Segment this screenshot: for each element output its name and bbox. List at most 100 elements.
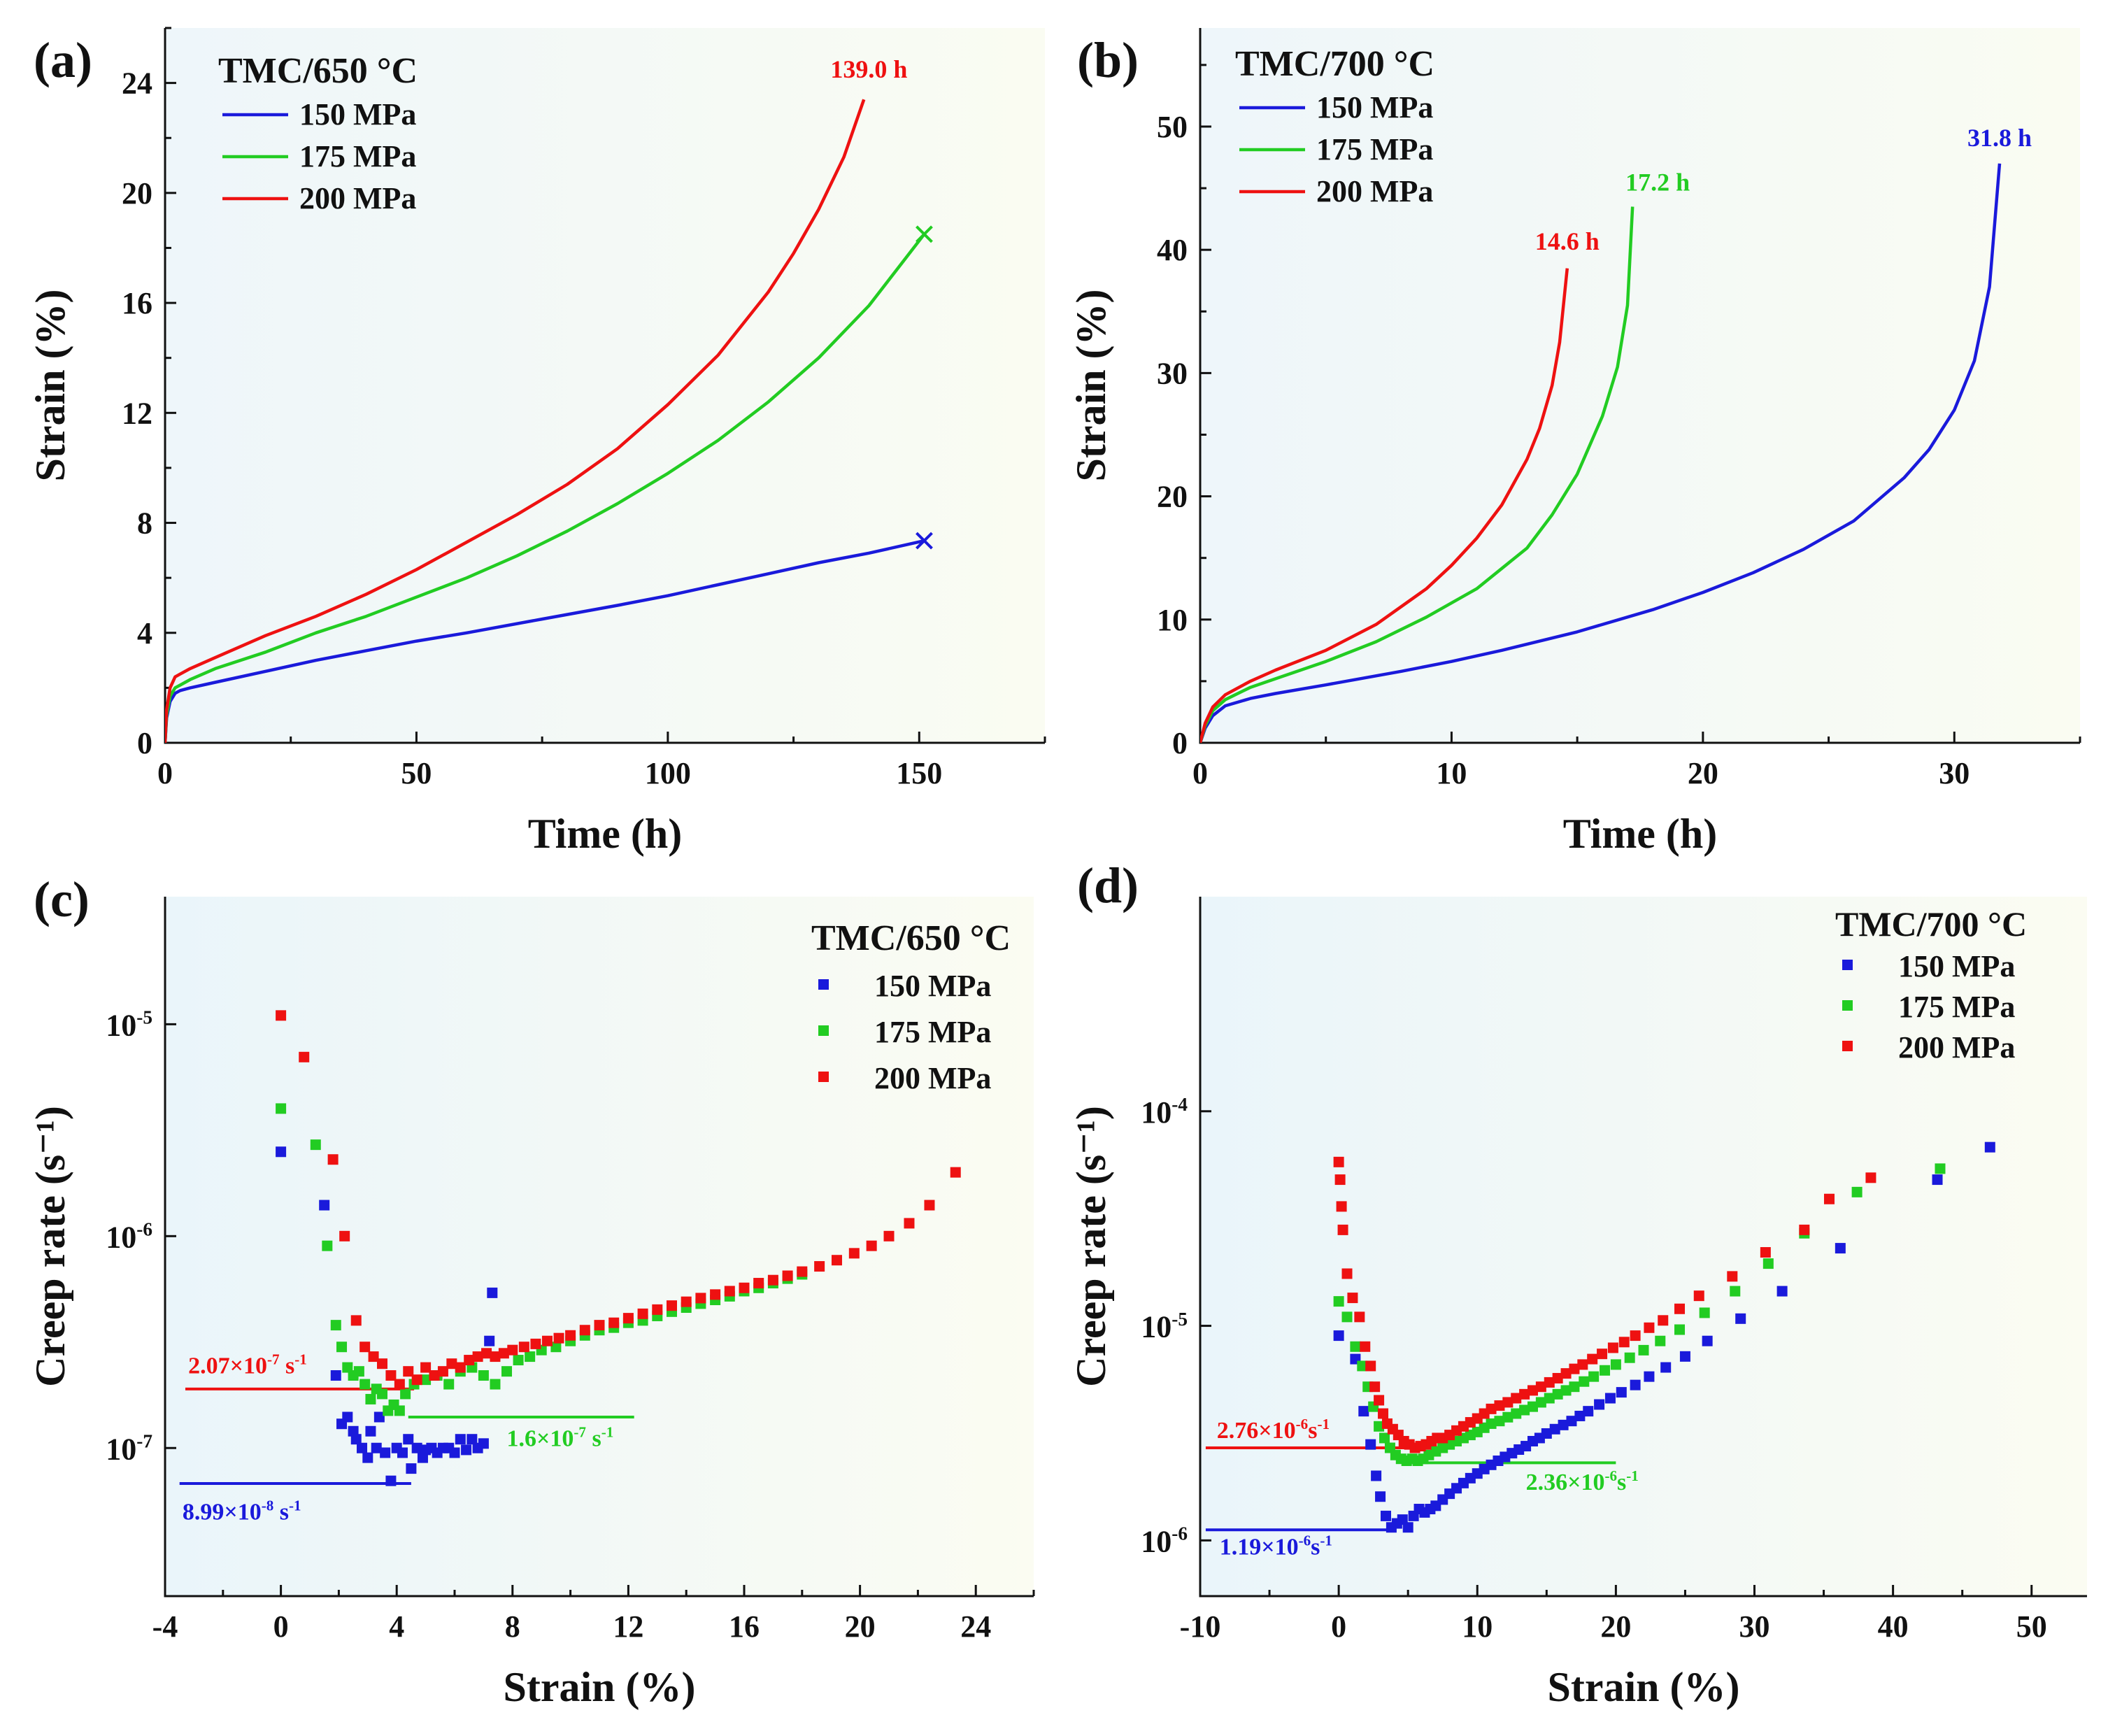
data-point <box>1624 1352 1635 1363</box>
data-point <box>276 1010 287 1021</box>
legend-label: 150 MPa <box>874 969 991 1003</box>
data-point <box>1658 1315 1669 1326</box>
legend-label: 175 MPa <box>299 139 416 173</box>
data-point <box>1541 1428 1552 1439</box>
data-point <box>373 1411 385 1423</box>
annotation: 14.6 h <box>1535 227 1600 255</box>
data-point <box>848 1248 860 1259</box>
data-layer <box>1200 163 2002 743</box>
y-tick-label: 8 <box>137 506 152 541</box>
data-point <box>350 1434 362 1445</box>
data-point <box>472 1351 483 1363</box>
data-point <box>1486 1403 1497 1414</box>
data-point <box>1616 1387 1627 1398</box>
data-point <box>530 1338 541 1349</box>
data-point <box>1511 1393 1522 1404</box>
data-point <box>446 1358 457 1369</box>
data-point <box>368 1351 379 1363</box>
data-point <box>579 1325 590 1336</box>
legend-label: 200 MPa <box>1898 1030 2015 1065</box>
data-point <box>322 1240 333 1251</box>
y-tick-label: 20 <box>1157 480 1188 514</box>
x-tick-label: 0 <box>1192 756 1208 790</box>
data-point <box>513 1355 524 1366</box>
legend-label: 200 MPa <box>874 1061 991 1095</box>
x-axis-title: Strain (%) <box>504 1664 696 1710</box>
plot-background <box>165 28 1045 743</box>
y-tick-label: 12 <box>122 396 152 430</box>
data-point <box>1333 1156 1344 1167</box>
x-tick-label: -10 <box>1180 1609 1221 1644</box>
data-point <box>1644 1322 1655 1333</box>
data-point <box>464 1355 475 1366</box>
data-point <box>1357 1360 1368 1372</box>
data-point <box>710 1289 721 1300</box>
data-point <box>1527 1385 1538 1396</box>
data-point <box>362 1452 373 1463</box>
series-line <box>1200 268 1569 743</box>
data-point <box>1600 1365 1611 1376</box>
data-point <box>397 1447 408 1458</box>
legend: TMC/700 °C 150 MPa 175 MPa 200 MPa <box>1835 904 2027 1065</box>
data-point <box>1823 1193 1835 1204</box>
data-point <box>797 1266 808 1277</box>
data-point <box>411 1374 422 1386</box>
y-axis-title: Strain (%) <box>1068 290 1114 482</box>
legend-label: 175 MPa <box>874 1015 991 1049</box>
x-tick-label: 0 <box>1331 1609 1346 1644</box>
data-point <box>1535 1397 1546 1408</box>
data-point <box>883 1230 895 1241</box>
data-point <box>1360 1341 1371 1352</box>
data-point <box>1365 1360 1376 1372</box>
y-axis-title: Creep rate (s⁻¹) <box>1068 1106 1114 1387</box>
fracture-marker <box>916 225 933 243</box>
data-point <box>1574 1410 1586 1421</box>
annotation: 139.0 h <box>830 55 907 83</box>
data-point <box>449 1447 460 1458</box>
data-point <box>365 1393 376 1404</box>
data-point <box>1371 1470 1382 1481</box>
data-point <box>1679 1351 1690 1362</box>
x-tick-label: 30 <box>1739 1609 1770 1644</box>
legend-label: 175 MPa <box>1316 132 1433 166</box>
data-layer <box>165 99 933 743</box>
panel-d: -10 0 10 20 30 40 50 10-6 10-5 10-4 Strain (%) Cree… <box>1068 858 2087 1710</box>
data-point <box>1587 1353 1598 1365</box>
data-point <box>814 1261 825 1272</box>
data-point <box>1735 1313 1746 1324</box>
panel-label: (b) <box>1077 32 1139 88</box>
data-point <box>371 1442 382 1453</box>
annotation: 31.8 h <box>1967 124 2032 152</box>
fracture-marker <box>916 532 933 550</box>
data-point <box>1569 1381 1580 1393</box>
data-point <box>461 1444 472 1456</box>
data-point <box>1702 1335 1713 1346</box>
data-point <box>299 1051 310 1062</box>
series-line <box>165 539 925 743</box>
legend: TMC/700 °C 150 MPa 175 MPa 200 MPa <box>1235 44 1434 208</box>
data-point <box>1583 1406 1594 1417</box>
data-point <box>380 1447 391 1458</box>
data-point <box>1333 1330 1344 1342</box>
legend-label: 150 MPa <box>299 97 416 131</box>
data-point <box>437 1366 448 1377</box>
rate-annotation: 2.76×10-6s-1 <box>1217 1416 1330 1444</box>
x-axis-title: Time (h) <box>528 811 683 857</box>
data-point <box>357 1442 368 1453</box>
data-point <box>1693 1290 1704 1302</box>
legend-title: TMC/650 °C <box>811 918 1011 958</box>
y-tick-label: 10-5 <box>106 1007 152 1043</box>
data-point <box>377 1388 387 1400</box>
panel-c: -4 0 4 8 12 16 20 24 10-7 10-6 10-5 Strain (%) Creep… <box>27 871 1035 1710</box>
data-point <box>1865 1172 1876 1183</box>
x-axis-title: Time (h) <box>1563 811 1718 857</box>
legend-swatch <box>818 1025 829 1036</box>
data-point <box>1699 1307 1710 1318</box>
plot-background <box>165 897 1034 1596</box>
x-axis-title: Strain (%) <box>1548 1664 1740 1710</box>
legend-label: 150 MPa <box>1316 90 1433 124</box>
data-point <box>420 1362 432 1373</box>
data-point <box>1630 1330 1641 1342</box>
legend-title: TMC/700 °C <box>1235 44 1434 84</box>
